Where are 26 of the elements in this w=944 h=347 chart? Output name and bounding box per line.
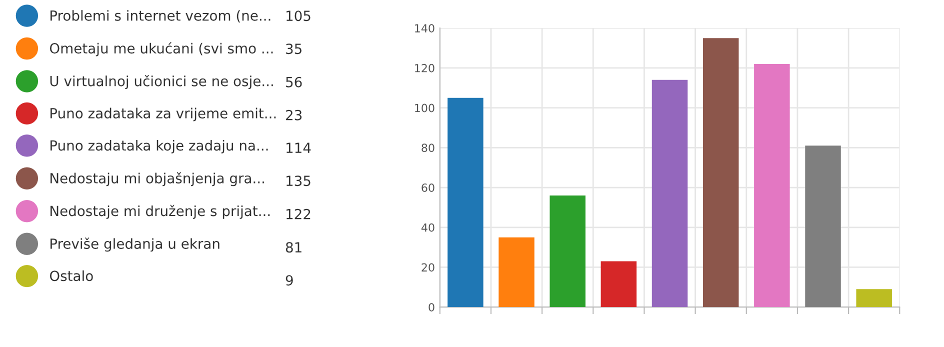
- y-tick-label: 20: [422, 263, 434, 272]
- legend-label: Previše gledanja u ekran: [50, 238, 220, 252]
- y-tick-label: 40: [421, 223, 434, 232]
- y-tick-label: 0: [428, 303, 434, 312]
- legend-label: Ostalo: [50, 270, 93, 282]
- legend-label: Nedostaje mi druženje s prijat...: [50, 204, 270, 219]
- text: 122: [286, 208, 310, 220]
- y-tick-label: 100: [415, 104, 434, 112]
- y-tick-label: 140: [415, 24, 434, 32]
- y-tick-label: 80: [422, 144, 434, 152]
- text: 114: [286, 142, 311, 153]
- y-tick-label: 60: [422, 184, 434, 192]
- text: 105: [286, 10, 310, 22]
- legend-label: Problemi s internet vezom (ne...: [50, 10, 270, 22]
- text: 56: [286, 76, 302, 88]
- text: 9: [286, 275, 293, 286]
- text: 135: [286, 176, 310, 186]
- text: 35: [286, 44, 302, 54]
- legend-label: Puno zadataka koje zadaju na...: [50, 140, 268, 154]
- legend-label: Ometaju me ukućani (svi smo ...: [50, 42, 273, 56]
- text: 81: [286, 242, 302, 253]
- legend-label: Puno zadataka za vrijeme emit...: [50, 108, 276, 122]
- y-tick-label: 120: [415, 64, 434, 72]
- text: 23: [286, 110, 302, 120]
- legend-label: Nedostaju mi objašnjenja gra...: [50, 172, 264, 186]
- legend-label: U virtualnoj učionici se ne osje...: [50, 75, 273, 90]
